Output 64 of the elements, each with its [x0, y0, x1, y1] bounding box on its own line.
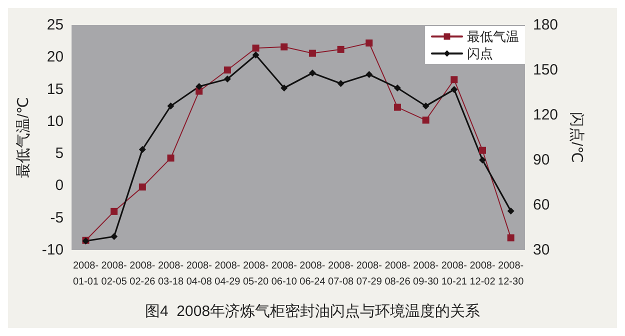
point — [138, 146, 146, 153]
x-tick-label: 2008- 03-18 — [158, 260, 184, 288]
point — [450, 76, 458, 84]
x-tick-label: 2008- 07-29 — [356, 260, 382, 288]
point — [110, 208, 118, 215]
point — [224, 66, 231, 74]
x-tick-label: 2008- 06-10 — [271, 260, 298, 288]
point — [280, 84, 288, 92]
point — [422, 116, 430, 124]
x-tick-label: 2008- 10-21 — [441, 260, 468, 288]
point — [422, 102, 430, 110]
point — [337, 46, 344, 53]
x-tick-label: 2008- 08-26 — [384, 260, 411, 288]
point — [167, 102, 174, 110]
x-tick-label: 2008- 05-20 — [242, 260, 270, 288]
y-tick-label: 10 — [46, 112, 64, 130]
point — [366, 71, 373, 78]
y-tick-label: 0 — [55, 177, 64, 194]
point — [366, 40, 373, 46]
point — [196, 83, 203, 90]
y2-tick-label: 60 — [533, 196, 550, 214]
x-tick-label: 2008- 02-05 — [101, 260, 128, 288]
x-tick-label: 2008- 04-29 — [214, 260, 241, 288]
y-tick-label: 20 — [46, 48, 64, 66]
point — [394, 84, 401, 92]
y2-tick-label: 120 — [533, 106, 558, 124]
point — [450, 86, 458, 93]
point — [110, 233, 118, 240]
point — [167, 154, 174, 162]
x-tick-label: 2008- 07-08 — [328, 260, 354, 288]
legend-label: 闪点 — [467, 46, 493, 61]
x-tick-label: 2008- 06-24 — [300, 260, 326, 288]
point — [308, 70, 316, 76]
point — [478, 146, 486, 154]
y2-tick-label: 150 — [533, 62, 558, 78]
y-tick-label: -5 — [50, 209, 64, 226]
point — [337, 80, 344, 87]
y-axis-title: 最低气温/℃ — [15, 96, 32, 178]
point — [478, 156, 486, 164]
point — [308, 50, 316, 57]
y-tick-label: 5 — [55, 145, 64, 162]
y2-tick-label: 180 — [533, 16, 558, 34]
point — [252, 44, 260, 52]
point — [280, 43, 288, 50]
point — [138, 184, 146, 190]
x-tick-label: 2008- 04-08 — [186, 260, 212, 288]
y-tick-label: -10 — [42, 242, 64, 258]
x-tick-label: 2008- 12-30 — [498, 260, 524, 288]
text: 图4 2008年济炼气柜密封油闪点与环境温度的关系 — [144, 303, 480, 320]
x-tick-label: 2008- 02-26 — [130, 260, 156, 288]
x-tick-label: 2008- 12-02 — [470, 260, 496, 288]
point — [507, 234, 514, 242]
point — [394, 104, 401, 111]
point — [252, 52, 260, 58]
point — [224, 76, 231, 82]
y-tick-label: 15 — [46, 80, 64, 98]
x-tick-label: 2008- 09-30 — [413, 260, 440, 288]
y2-tick-label: 90 — [533, 152, 550, 168]
y-tick-label: 25 — [46, 16, 64, 34]
y2-axis-title: 闪点/℃ — [568, 112, 585, 164]
legend-label: 最低气温 — [467, 29, 519, 44]
x-tick-label: 2008- 01-01 — [72, 260, 99, 288]
y2-tick-label: 30 — [533, 242, 550, 258]
point — [507, 208, 514, 214]
